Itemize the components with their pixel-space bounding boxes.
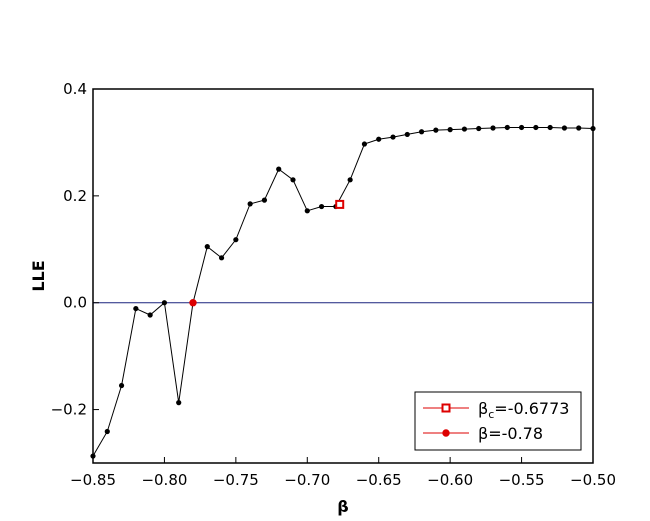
data-point (404, 131, 410, 138)
highlight-point (335, 199, 345, 209)
data-point (347, 177, 353, 183)
legend-marker (442, 429, 450, 437)
legend-entry-label: β=-0.78 (478, 424, 543, 443)
data-point (118, 382, 125, 389)
data-point (90, 453, 96, 459)
data-point (461, 126, 468, 132)
x-tick-label: −0.50 (570, 471, 616, 489)
data-point (104, 428, 110, 435)
legend: βc=-0.6773 β=-0.78 (414, 391, 582, 451)
highlight-point (189, 299, 197, 307)
y-axis-title: LLE (29, 260, 48, 291)
y-tick-label: −0.2 (51, 401, 87, 419)
data-point (376, 136, 382, 142)
series-layer (90, 124, 596, 459)
data-point (318, 203, 325, 210)
data-point (290, 177, 296, 183)
data-point (433, 127, 439, 133)
axes (92, 88, 594, 464)
data-point (276, 166, 282, 172)
data-point (361, 141, 368, 147)
data-point (418, 129, 425, 135)
x-tick-label: −0.55 (499, 471, 545, 489)
data-point (390, 134, 396, 140)
legend-entry-label: βc=-0.6773 (478, 399, 569, 421)
data-point (247, 201, 253, 207)
data-point (504, 124, 510, 131)
x-tick-label: −0.85 (70, 471, 116, 489)
data-point (476, 125, 482, 132)
data-point (533, 124, 539, 131)
highlight-markers (189, 199, 345, 307)
data-point (261, 197, 268, 203)
plot-frame (92, 88, 594, 464)
y-tick-label: 0.2 (63, 187, 87, 205)
y-ticks: −0.2 0.0 0.2 0.4 (51, 80, 99, 419)
data-point (304, 208, 310, 214)
data-point (233, 237, 239, 243)
data-point (590, 125, 596, 132)
data-point (518, 124, 525, 131)
y-tick-label: 0.0 (63, 294, 87, 312)
x-ticks: −0.85 −0.80 −0.75 −0.70 −0.65 −0.60 −0.55 −0.50 (70, 457, 616, 489)
x-axis-title: β (337, 497, 348, 516)
legend-box (414, 391, 582, 451)
data-point (133, 305, 139, 312)
x-tick-label: −0.70 (284, 471, 330, 489)
y-tick-label: 0.4 (63, 80, 87, 98)
data-point (176, 400, 182, 406)
x-tick-label: −0.75 (213, 471, 259, 489)
legend-marker (441, 403, 451, 413)
data-point (204, 244, 210, 250)
data-point (161, 300, 168, 306)
data-point (447, 127, 453, 133)
data-point (490, 125, 496, 131)
data-point (218, 255, 225, 261)
x-tick-label: −0.80 (141, 471, 187, 489)
data-point (576, 125, 582, 131)
data-point (547, 124, 553, 131)
x-tick-label: −0.65 (356, 471, 402, 489)
data-point (561, 125, 568, 131)
x-tick-label: −0.60 (427, 471, 473, 489)
data-point (147, 312, 153, 318)
